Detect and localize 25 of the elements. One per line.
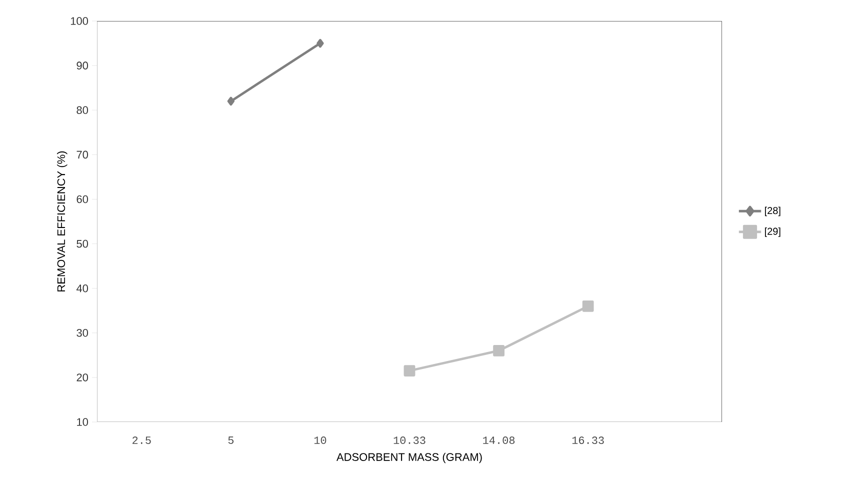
y-tick-label: 50	[76, 240, 88, 248]
x-tick-label: 10.33	[394, 436, 426, 444]
x-tick-label: 2.5	[132, 436, 151, 444]
y-tick-label: 60	[76, 195, 88, 204]
x-axis-title: ADSORBENT MASS (GRAM)	[336, 452, 482, 464]
y-tick-label: 90	[76, 62, 88, 70]
y-tick-label: 70	[76, 150, 88, 159]
point	[582, 300, 594, 312]
y-tick-label: 30	[76, 329, 88, 337]
point	[404, 365, 416, 376]
y-axis-title: REMOVAL EFFICIENCY (%)	[57, 151, 68, 292]
x-tick-label: 10	[314, 436, 326, 444]
x-tick-label: 16.33	[572, 436, 604, 444]
point	[227, 96, 235, 106]
legend-label: [29]	[765, 228, 780, 237]
y-tick-label: 100	[70, 17, 88, 25]
point	[493, 345, 504, 356]
x-tick-label: 5	[228, 436, 234, 444]
y-tick-label: 40	[76, 284, 88, 292]
x-tick-label: 14.08	[483, 436, 515, 444]
y-tick-label: 10	[77, 418, 88, 426]
point	[316, 38, 324, 48]
y-tick-label: 20	[76, 374, 88, 382]
legend-label: [28]	[765, 206, 780, 216]
y-tick-label: 80	[76, 106, 88, 114]
